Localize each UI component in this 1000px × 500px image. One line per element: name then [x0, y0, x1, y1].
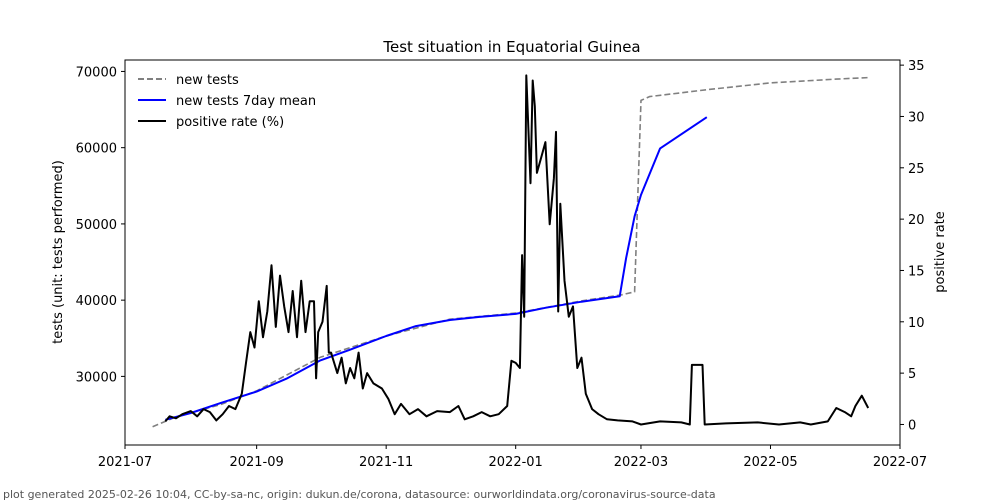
y2-tick-label: 5 [908, 367, 916, 382]
plot-frame [124, 59, 901, 446]
y2-tick-label: 15 [908, 264, 925, 279]
x-axis: 2021-07 2021-09 2021-11 2022-01 2022-03 2022-… [98, 445, 927, 470]
series-line-1 [165, 116, 708, 421]
y-axis-left: 30000 40000 50000 60000 70000 [76, 65, 125, 385]
y2-tick-label: 30 [908, 110, 925, 125]
y-tick-label: 60000 [76, 142, 117, 157]
y-axis-label: tests (unit: tests performed) [51, 160, 66, 344]
x-tick-label: 2022-05 [743, 455, 797, 470]
chart-title: Test situation in Equatorial Guinea [382, 38, 640, 56]
legend-label: new tests 7day mean [176, 94, 316, 109]
x-tick-label: 2022-03 [614, 455, 668, 470]
y2-tick-label: 10 [908, 316, 925, 331]
series-line-2 [164, 74, 870, 426]
legend: new tests new tests 7day mean positive rat… [138, 73, 316, 130]
footer-note: plot generated 2025-02-26 10:04, CC-by-s… [3, 488, 716, 500]
y-tick-label: 50000 [76, 218, 117, 233]
x-tick-label: 2022-07 [873, 455, 927, 470]
y-axis-right: 0 5 10 15 20 25 30 35 [900, 59, 925, 433]
legend-label: new tests [176, 73, 239, 88]
y2-tick-label: 0 [908, 418, 916, 433]
y-tick-label: 70000 [76, 65, 117, 80]
x-tick-label: 2022-01 [489, 455, 543, 470]
x-tick-label: 2021-09 [229, 455, 283, 470]
y2-tick-label: 25 [908, 162, 925, 177]
y-tick-label: 40000 [76, 294, 117, 309]
y2-tick-label: 35 [908, 59, 925, 74]
y-tick-label: 30000 [76, 370, 117, 385]
y2-axis-label: positive rate [933, 211, 948, 293]
x-tick-label: 2021-07 [98, 455, 152, 470]
plot-area [152, 74, 871, 428]
legend-label: positive rate (%) [176, 115, 284, 130]
x-tick-label: 2021-11 [359, 455, 413, 470]
y2-tick-label: 20 [908, 213, 925, 228]
